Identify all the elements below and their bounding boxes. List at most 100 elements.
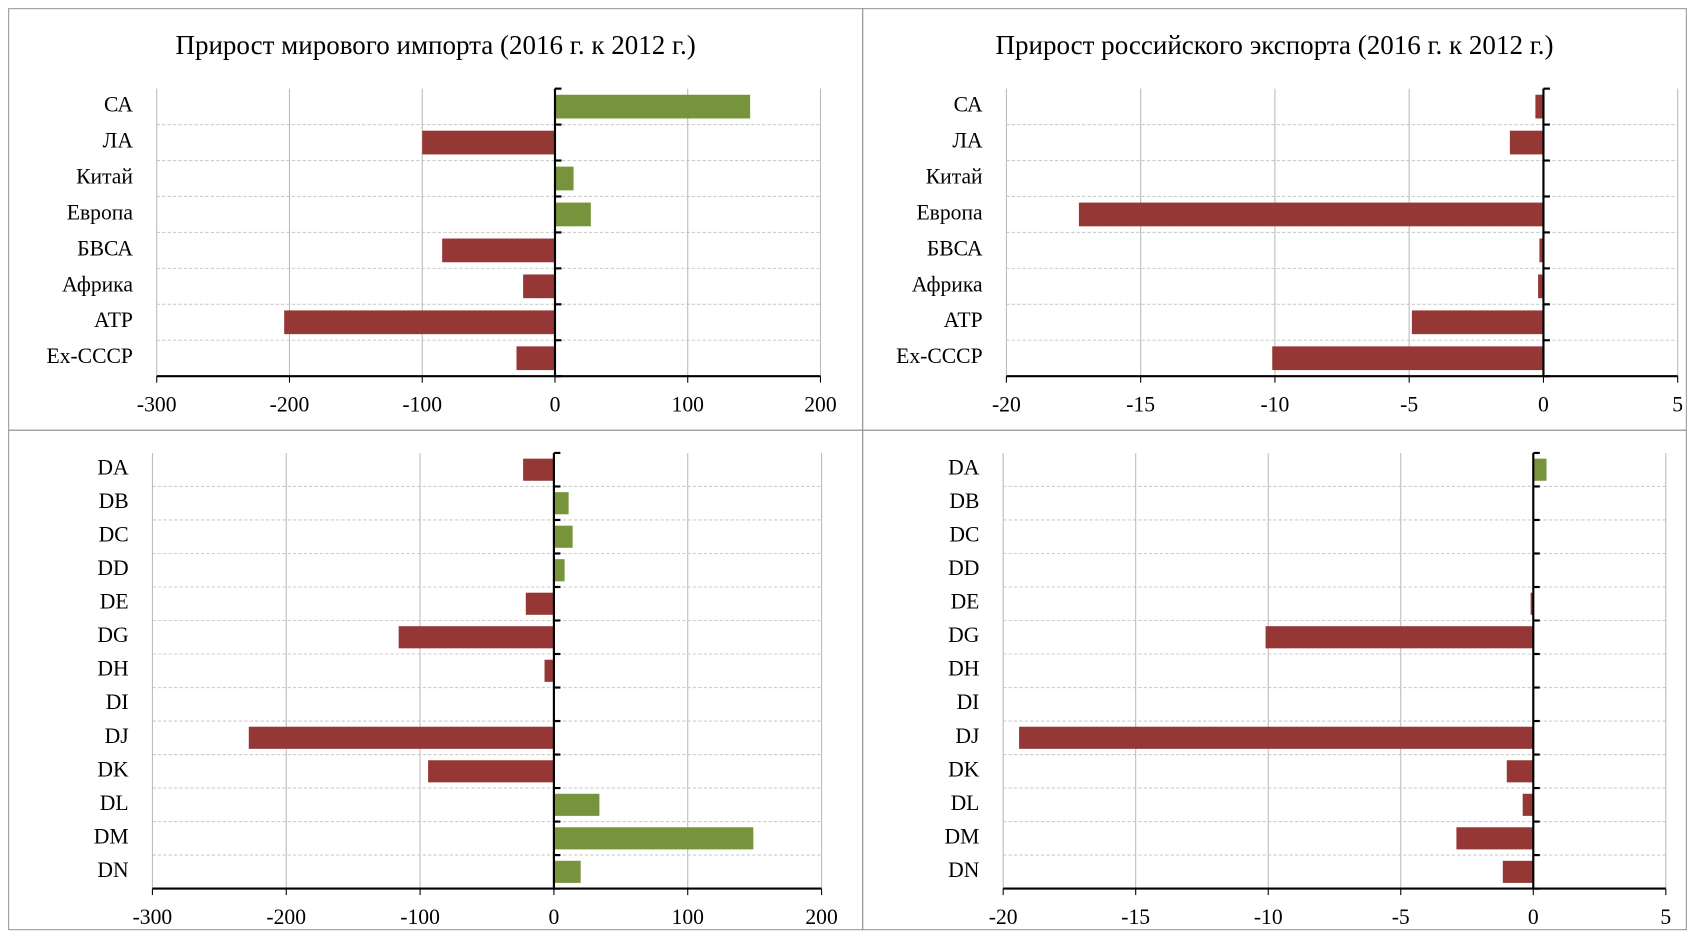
- chart-title: Прирост мирового импорта (2016 г. к 2012…: [175, 30, 695, 60]
- x-tick-label: -100: [402, 392, 442, 416]
- y-tick-label: DJ: [105, 724, 129, 748]
- y-tick-label: Африка: [912, 272, 983, 296]
- x-tick-label: -10: [1261, 392, 1290, 416]
- bar: [1265, 626, 1534, 649]
- x-tick-label: -5: [1392, 905, 1410, 929]
- bar: [248, 726, 554, 749]
- x-tick-label: 100: [672, 392, 704, 416]
- chart-title: Прирост российского экспорта (2016 г. к …: [995, 30, 1553, 60]
- y-tick-label: Ex-СССР: [46, 344, 132, 368]
- y-tick-label: DK: [948, 757, 980, 781]
- x-tick-label: 100: [672, 905, 704, 929]
- bar: [523, 458, 554, 481]
- bar: [553, 492, 569, 515]
- x-tick-label: 5: [1660, 905, 1671, 929]
- bar: [525, 592, 554, 615]
- y-tick-label: DH: [97, 657, 128, 681]
- y-tick-label: DL: [100, 791, 129, 815]
- bar: [422, 130, 555, 155]
- x-tick-label: 200: [805, 905, 837, 929]
- x-tick-label: -300: [133, 905, 173, 929]
- x-tick-label: 200: [804, 392, 836, 416]
- bar: [1533, 458, 1547, 481]
- x-tick-label: -20: [989, 905, 1018, 929]
- y-tick-label: DA: [97, 456, 129, 480]
- x-tick-label: -5: [1400, 392, 1418, 416]
- y-tick-label: DB: [949, 489, 979, 513]
- y-tick-label: DH: [948, 657, 979, 681]
- y-tick-label: DE: [951, 590, 980, 614]
- y-tick-label: СА: [954, 93, 983, 117]
- y-tick-label: DG: [948, 623, 979, 647]
- bar: [554, 166, 574, 191]
- y-tick-label: DN: [97, 858, 129, 882]
- y-tick-label: DK: [97, 757, 129, 781]
- bar: [554, 94, 751, 119]
- bar: [1019, 726, 1534, 749]
- bar: [1506, 760, 1534, 783]
- x-tick-label: -15: [1126, 392, 1155, 416]
- y-tick-label: DA: [948, 456, 980, 480]
- y-tick-label: Европа: [916, 200, 983, 224]
- bar: [1538, 274, 1544, 299]
- y-tick-label: DI: [957, 690, 980, 714]
- x-tick-label: -20: [992, 392, 1021, 416]
- bar: [544, 659, 554, 682]
- x-tick-label: -200: [270, 392, 310, 416]
- bar: [398, 626, 554, 649]
- bar: [1530, 592, 1534, 615]
- x-tick-label: -15: [1121, 905, 1150, 929]
- bar: [1539, 238, 1544, 263]
- bar: [553, 559, 565, 582]
- x-tick-label: -200: [266, 905, 306, 929]
- bar: [553, 793, 600, 816]
- y-tick-label: DC: [99, 523, 129, 547]
- bar: [1522, 793, 1534, 816]
- y-tick-label: Ex-СССР: [896, 344, 982, 368]
- x-tick-label: 5: [1672, 392, 1683, 416]
- x-tick-label: -10: [1254, 905, 1283, 929]
- bar: [554, 202, 591, 227]
- y-tick-label: АТР: [944, 308, 983, 332]
- y-tick-label: DD: [948, 556, 979, 580]
- y-tick-label: ЛА: [952, 129, 983, 153]
- y-tick-label: DM: [94, 824, 129, 848]
- y-tick-label: DB: [99, 489, 129, 513]
- x-tick-label: -100: [400, 905, 440, 929]
- y-tick-label: ЛА: [103, 129, 134, 153]
- bar: [1509, 130, 1544, 155]
- y-tick-label: DN: [948, 858, 980, 882]
- y-tick-label: DM: [945, 824, 980, 848]
- bar: [284, 310, 555, 335]
- y-tick-label: Китай: [76, 164, 133, 188]
- bar: [1272, 346, 1544, 371]
- bar: [1078, 202, 1544, 227]
- bar: [442, 238, 555, 263]
- bar: [553, 860, 581, 883]
- y-tick-label: DL: [951, 791, 980, 815]
- bar: [1456, 827, 1534, 850]
- y-tick-label: СА: [104, 93, 133, 117]
- y-tick-label: АТР: [94, 308, 133, 332]
- y-tick-label: DC: [949, 523, 979, 547]
- bar: [523, 274, 555, 299]
- x-tick-label: 0: [1538, 392, 1549, 416]
- y-tick-label: БВСА: [77, 236, 133, 260]
- y-tick-label: Африка: [62, 272, 133, 296]
- bar: [553, 525, 573, 548]
- y-tick-label: DE: [100, 590, 129, 614]
- y-tick-label: Европа: [67, 200, 134, 224]
- bar: [1502, 860, 1534, 883]
- y-tick-label: DD: [97, 556, 128, 580]
- y-tick-label: DJ: [955, 724, 979, 748]
- bar: [516, 346, 555, 371]
- y-tick-label: DG: [97, 623, 128, 647]
- bar: [553, 827, 754, 850]
- x-tick-label: -300: [137, 392, 177, 416]
- x-tick-label: 0: [548, 905, 559, 929]
- bar: [428, 760, 554, 783]
- y-tick-label: DI: [106, 690, 129, 714]
- y-tick-label: БВСА: [927, 236, 983, 260]
- bar: [1411, 310, 1544, 335]
